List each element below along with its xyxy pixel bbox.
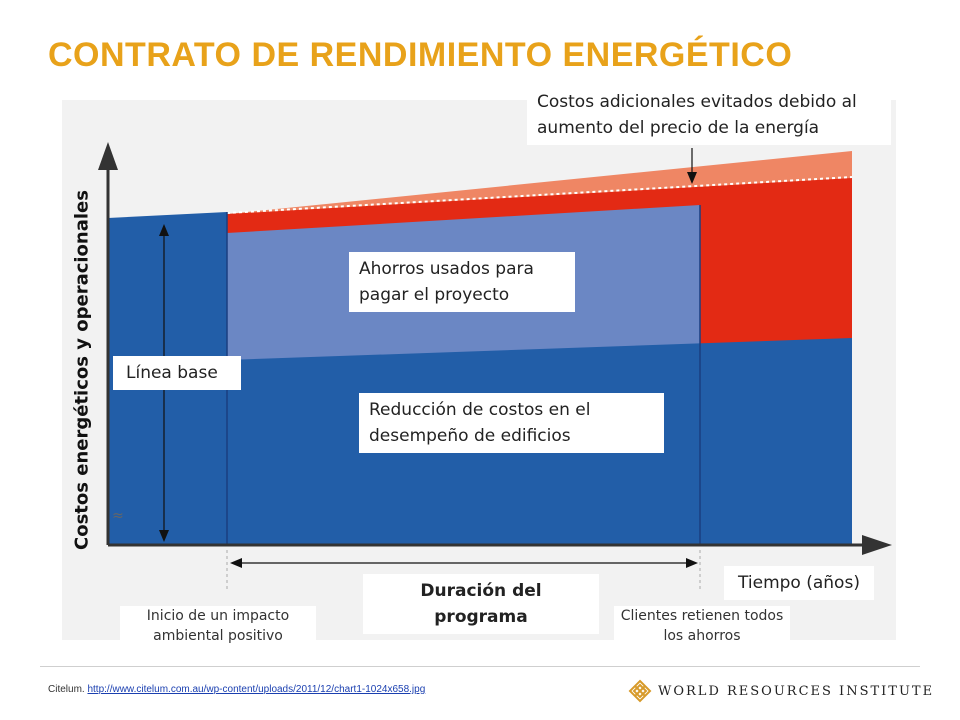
avoided-costs-label: Costos adicionales evitados debido al au…: [527, 85, 891, 145]
footer-divider: [40, 666, 920, 667]
savings-used-label: Ahorros usados para pagar el proyecto: [349, 252, 575, 312]
wri-lattice-logo-icon: [628, 679, 652, 703]
citation-link[interactable]: http://www.citelum.com.au/wp-content/upl…: [87, 684, 426, 695]
citation: Citelum. http://www.citelum.com.au/wp-co…: [48, 684, 425, 695]
program-start-note: Inicio de un impacto ambiental positivo: [120, 606, 316, 646]
wri-logo: WORLD RESOURCES INSTITUTE: [628, 676, 934, 706]
y-axis-arrow: [98, 142, 118, 170]
program-duration-label: Duración del programa: [363, 574, 599, 634]
citation-source: Citelum.: [48, 684, 85, 695]
baseline-projection-line: [226, 176, 853, 214]
program-end-note: Clientes retienen todos los ahorros: [614, 606, 790, 646]
cost-reduction-label: Reducción de costos en el desempeño de e…: [359, 393, 664, 453]
x-axis-arrow: [862, 535, 892, 555]
axis-break-mark: ≈: [112, 508, 124, 524]
page-title: CONTRATO DE RENDIMIENTO ENERGÉTICO: [48, 36, 793, 74]
x-axis-label: Tiempo (años): [724, 566, 874, 600]
baseline-label: Línea base: [113, 356, 241, 390]
wri-logo-text: WORLD RESOURCES INSTITUTE: [658, 683, 935, 699]
y-axis-label: Costos energéticos y operacionales: [71, 190, 93, 550]
